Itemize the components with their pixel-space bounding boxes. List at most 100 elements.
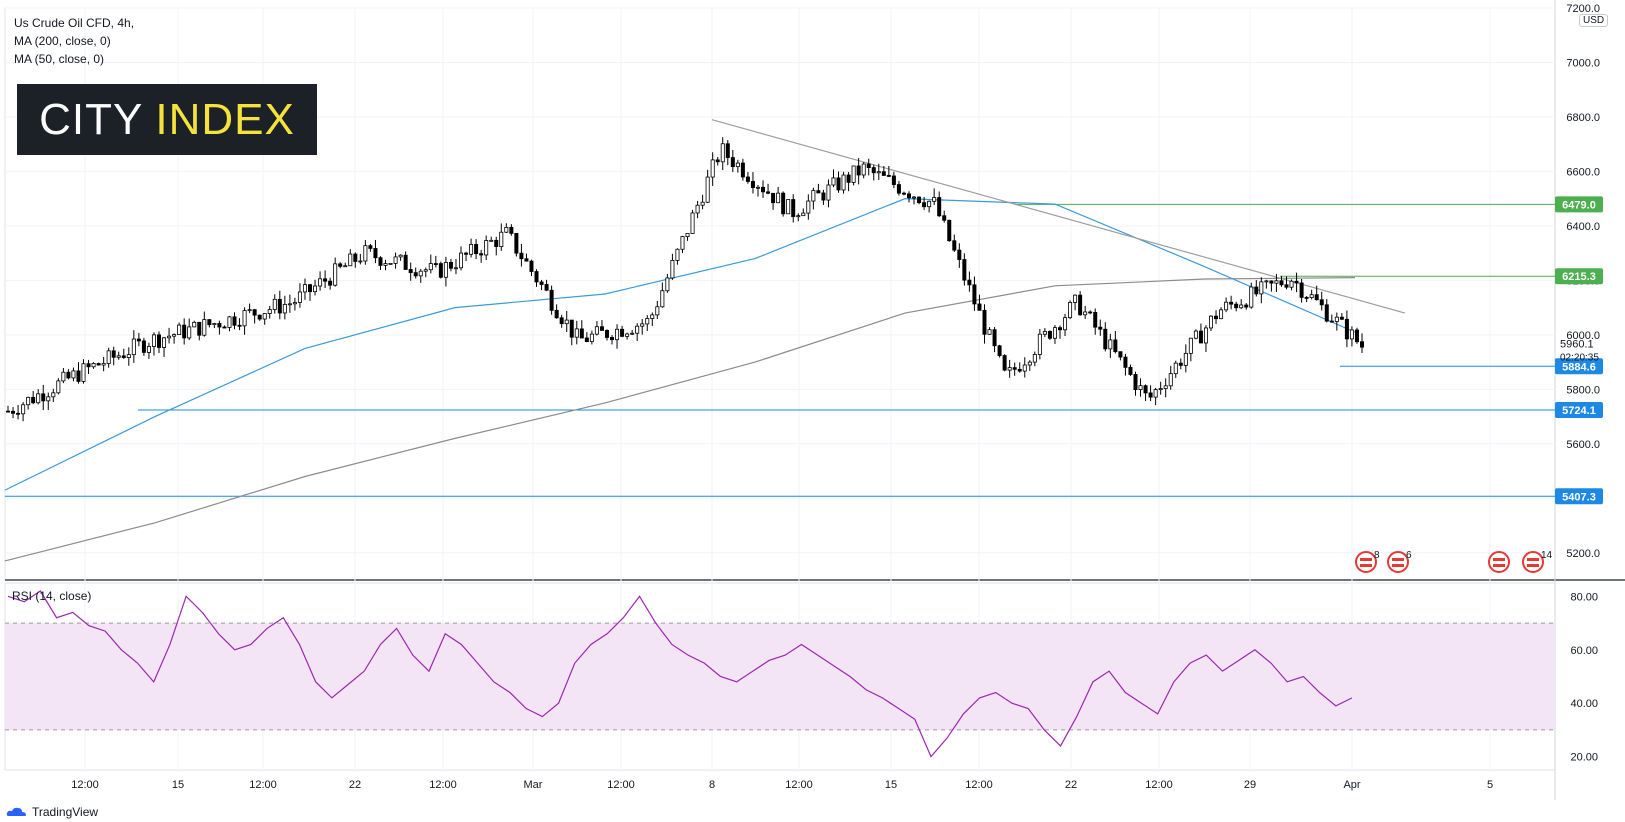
candle-body [207,319,212,326]
tradingview-cloud-icon [6,807,26,816]
candle-body [801,212,806,217]
candle-body [942,215,947,221]
candle-body [302,284,307,293]
level-tag-label: 5724.1 [1562,405,1596,417]
candle-body [1007,367,1012,371]
candle-body [695,204,700,214]
currency-badge[interactable]: USD [1579,14,1609,27]
candle-body [841,174,846,191]
candle-body [86,363,91,368]
candle-body [237,324,242,327]
candle-body [539,281,544,285]
event-flag-icon [1522,551,1544,573]
candle-body [106,350,111,364]
candle-body [51,392,56,398]
candle-body [1229,301,1234,305]
candle-body [192,321,197,328]
candle-body [212,323,217,326]
candle-body [262,313,267,320]
price-tick-label: 5200.0 [1566,548,1600,560]
ma50-legend[interactable]: MA (50, close, 0) [14,52,105,66]
candle-body [373,248,378,259]
candle-body [579,328,584,339]
logo-word-city: CITY [39,94,144,144]
candle-body [906,193,911,199]
candle-body [358,260,363,263]
candle-body [977,303,982,311]
rsi-legend[interactable]: RSI (14, close) [12,589,92,603]
ma200-legend[interactable]: MA (200, close, 0) [14,34,111,48]
candle-body [1193,330,1198,339]
candle-body [670,259,675,279]
candle-body [715,159,720,163]
candle-body [1088,311,1093,314]
candle-body [1108,339,1113,350]
x-tick-label: 12:00 [249,779,277,791]
candle-body [96,363,101,366]
candle-body [851,165,856,183]
candle-body [453,267,458,270]
candle-body [891,175,896,185]
ma200-line [4,277,1356,562]
candle-body [242,310,247,327]
event-flag-icon [1488,551,1510,573]
candle-body [1294,280,1299,284]
candle-body [464,252,469,255]
x-tick-label: 22 [1065,779,1077,791]
candle-body [529,260,534,272]
candle-body [252,309,257,316]
candle-body [6,410,11,413]
candle-body [157,334,162,348]
candle-body [136,338,141,342]
candle-body [46,396,51,402]
candle-body [1037,333,1042,355]
candle-body [650,314,655,319]
candle-body [1259,281,1264,295]
candle-body [1002,355,1007,371]
candle-body [645,318,650,325]
candle-body [997,345,1002,356]
x-tick-label: 15 [172,779,184,791]
candle-body [368,245,373,249]
candle-body [1012,367,1017,370]
candle-body [886,175,891,177]
candle-body [81,363,86,382]
candle-body [786,199,791,215]
candle-body [574,328,579,338]
candle-body [1279,280,1284,286]
tradingview-watermark[interactable]: TradingView [6,805,98,819]
candle-body [1128,366,1133,375]
candle-body [1319,299,1324,306]
price-tick-label: 5600.0 [1566,439,1600,451]
candle-body [489,239,494,242]
candle-body [685,233,690,237]
candle-body [484,240,489,256]
candle-body [821,192,826,201]
candle-body [1138,385,1143,390]
city-index-logo: CITY INDEX [17,84,317,155]
candle-body [750,181,755,188]
candle-body [26,396,31,406]
candle-body [202,319,207,336]
candle-body [836,177,841,191]
candle-body [1183,352,1188,366]
candle-body [912,196,917,199]
candle-body [403,254,408,270]
candle-body [735,162,740,168]
candle-body [111,350,116,358]
candle-body [91,363,96,368]
candle-body [690,212,695,234]
candle-body [448,262,453,269]
candle-body [1093,311,1098,328]
candle-body [459,252,464,269]
candle-body [1208,315,1213,329]
x-tick-label: 12:00 [1145,779,1173,791]
candle-body [343,265,348,268]
candle-body [967,279,972,286]
candle-body [1103,328,1108,350]
candle-body [1334,316,1339,322]
candle-body [61,371,66,382]
symbol-title[interactable]: Us Crude Oil CFD, 4h, [14,16,135,30]
candle-body [433,263,438,265]
